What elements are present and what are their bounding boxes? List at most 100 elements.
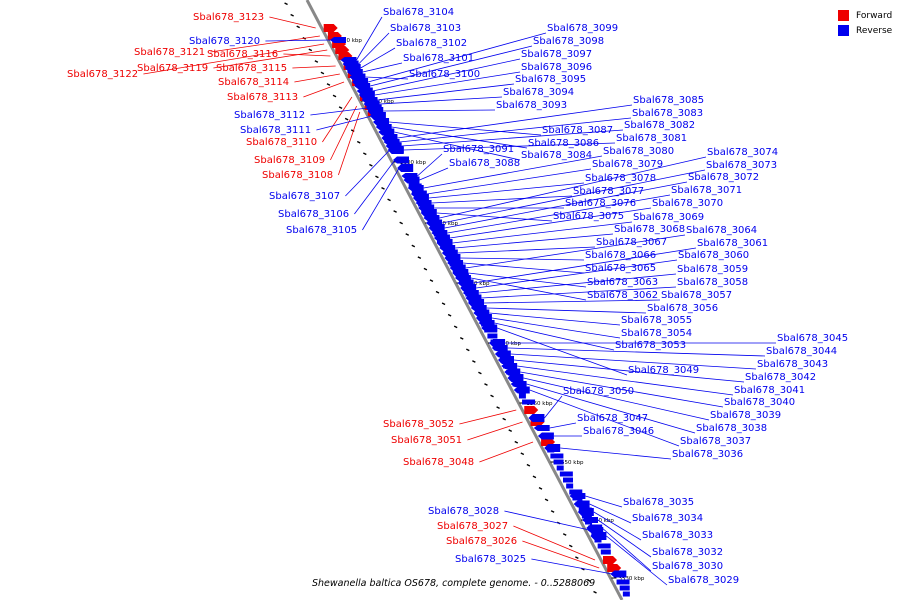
gene-label-sbal678-3095: Sbal678_3095 (515, 74, 586, 85)
gene-label-sbal678-3065: Sbal678_3065 (585, 263, 656, 274)
gene-leader-line (303, 81, 345, 98)
gene-block (440, 243, 451, 249)
gene-leader-line (560, 447, 672, 460)
gene-label-sbal678-3071: Sbal678_3071 (671, 185, 742, 196)
gene-label-sbal678-3076: Sbal678_3076 (565, 198, 636, 209)
gene-leader-line (513, 359, 745, 383)
gene-leader-line (526, 383, 696, 434)
reverse-gene-arrow (378, 128, 395, 136)
gene-block (500, 357, 507, 363)
gene-label-sbal678-3049: Sbal678_3049 (628, 365, 699, 376)
gene-label-sbal678-3080: Sbal678_3080 (603, 146, 674, 157)
gene-label-sbal678-3069: Sbal678_3069 (633, 212, 704, 223)
gene-label-sbal678-3097: Sbal678_3097 (521, 49, 592, 60)
gene-label-sbal678-3083: Sbal678_3083 (632, 108, 703, 119)
gene-label-sbal678-3072: Sbal678_3072 (688, 172, 759, 183)
scale-label: 3590 kbp (432, 221, 458, 227)
dotted-tick (284, 2, 288, 6)
gene-leader-line (419, 167, 449, 181)
gene-block (455, 273, 469, 279)
gene-leader-line (374, 71, 521, 96)
gene-label-sbal678-3114: Sbal678_3114 (218, 77, 289, 88)
gene-leader-line (531, 558, 613, 575)
gene-leader-line (358, 32, 390, 65)
gene-block (418, 201, 432, 207)
gene-leader-line (481, 286, 677, 299)
gene-leader-line (447, 194, 671, 234)
gene-leader-line (394, 131, 521, 161)
gene-label-sbal678-3046: Sbal678_3046 (583, 426, 654, 437)
gene-label-sbal678-3033: Sbal678_3033 (642, 530, 713, 541)
gene-label-sbal678-3091: Sbal678_3091 (443, 144, 514, 155)
gene-leader-line (504, 510, 590, 531)
gene-leader-line (457, 246, 596, 254)
gene-leader-line (460, 257, 585, 261)
reverse-gene-arrow (610, 570, 627, 578)
dotted-tick (423, 267, 428, 271)
gene-label-sbal678-3115: Sbal678_3115 (216, 63, 287, 74)
dotted-tick (308, 48, 313, 52)
gene-label-sbal678-3108: Sbal678_3108 (262, 170, 333, 181)
scale-label: 3550 kbp (558, 460, 584, 466)
gene-leader-line (354, 159, 396, 215)
gene-leader-line (593, 511, 642, 541)
gene-label-sbal678-3112: Sbal678_3112 (234, 110, 305, 121)
gene-label-sbal678-3081: Sbal678_3081 (616, 133, 687, 144)
forward-gene-arrow (603, 556, 617, 564)
gene-label-sbal678-3042: Sbal678_3042 (745, 372, 816, 383)
gene-leader-line (449, 207, 652, 239)
dotted-tick (435, 290, 440, 294)
dotted-tick (344, 117, 349, 121)
reverse-swatch (838, 25, 849, 36)
gene-block (487, 333, 498, 339)
gene-block (585, 519, 593, 525)
gene-leader-line (470, 277, 587, 301)
gene-leader-line (441, 169, 706, 224)
dotted-tick (356, 140, 361, 144)
dotted-tick (587, 579, 591, 583)
dotted-tick (562, 533, 567, 536)
gene-leader-line (497, 327, 628, 376)
gene-leader-line (377, 83, 515, 101)
gene-block (597, 543, 611, 549)
dotted-tick (399, 221, 403, 225)
gene-label-sbal678-3099: Sbal678_3099 (547, 23, 618, 34)
gene-label-sbal678-3122: Sbal678_3122 (67, 69, 138, 80)
gene-block (490, 339, 498, 345)
gene-block (433, 231, 441, 237)
dotted-tick (326, 83, 331, 86)
gene-block (509, 375, 517, 381)
gene-block (622, 591, 630, 597)
gene-block (559, 471, 573, 477)
dotted-tick (320, 71, 325, 75)
gene-block (414, 195, 422, 201)
legend-reverse: Reverse (838, 23, 892, 38)
gene-leader-line (213, 49, 328, 69)
gene-label-sbal678-3048: Sbal678_3048 (403, 457, 474, 468)
gene-label-sbal678-3040: Sbal678_3040 (724, 397, 795, 408)
gene-label-sbal678-3088: Sbal678_3088 (449, 158, 520, 169)
gene-label-sbal678-3105: Sbal678_3105 (286, 225, 357, 236)
gene-leader-line (362, 62, 403, 73)
gene-label-sbal678-3086: Sbal678_3086 (528, 138, 599, 149)
gene-block (616, 579, 630, 585)
reverse-gene-arrow (537, 432, 554, 440)
dotted-tick (393, 210, 397, 213)
gene-label-sbal678-3029: Sbal678_3029 (668, 575, 739, 586)
gene-leader-line (436, 212, 553, 222)
gene-leader-line (439, 156, 707, 219)
gene-leader-line (507, 347, 766, 357)
gene-block (443, 249, 451, 255)
forward-gene-arrow (607, 564, 622, 572)
gene-label-sbal678-3110: Sbal678_3110 (246, 137, 317, 148)
forward-swatch (838, 10, 849, 21)
gene-label-sbal678-3107: Sbal678_3107 (269, 191, 340, 202)
forward-gene-arrow (524, 406, 539, 414)
dotted-tick (538, 486, 543, 490)
gene-block (411, 189, 422, 195)
gene-leader-line (401, 129, 624, 147)
gene-label-sbal678-3028: Sbal678_3028 (428, 506, 499, 517)
gene-label-sbal678-3030: Sbal678_3030 (652, 561, 723, 572)
gene-leader-line (478, 273, 677, 294)
